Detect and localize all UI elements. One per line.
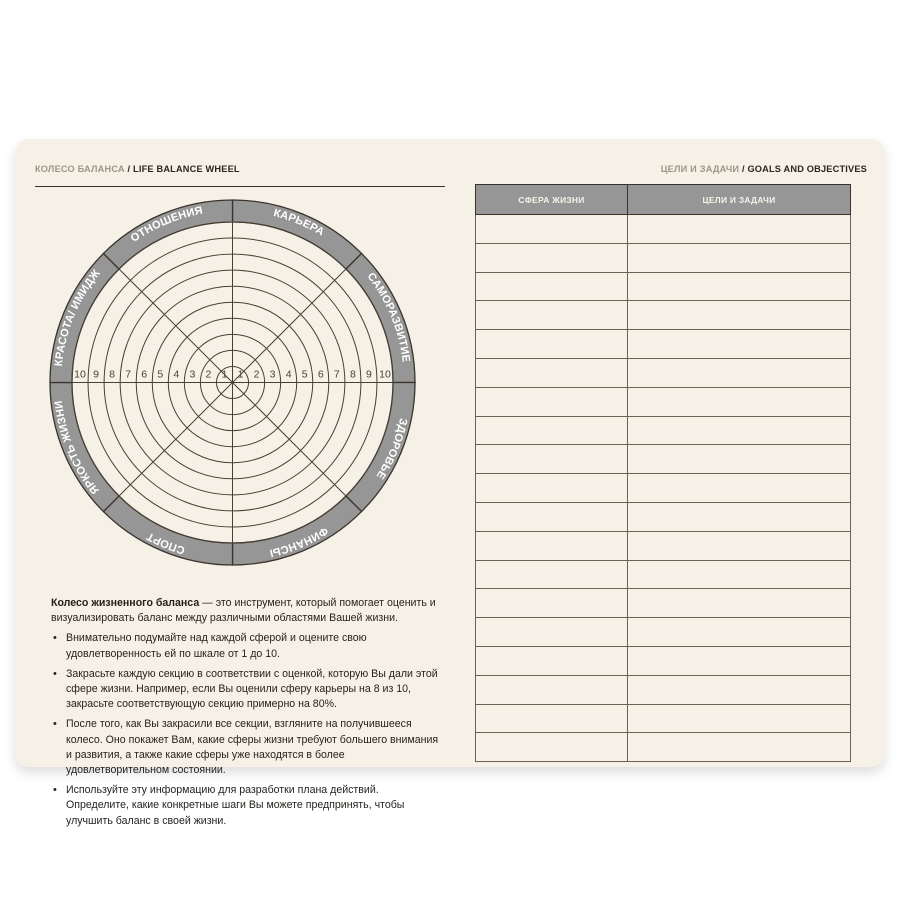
svg-text:9: 9 <box>366 369 372 381</box>
svg-text:9: 9 <box>93 369 99 381</box>
svg-text:6: 6 <box>141 369 147 381</box>
svg-text:1: 1 <box>222 369 228 381</box>
svg-text:ФИНАНСЫ: ФИНАНСЫ <box>268 524 330 559</box>
svg-text:3: 3 <box>189 369 195 381</box>
svg-text:6: 6 <box>318 369 324 381</box>
svg-text:ЯРКОСТЬ ЖИЗНИ: ЯРКОСТЬ ЖИЗНИ <box>53 400 102 496</box>
svg-text:2: 2 <box>205 369 211 381</box>
svg-text:8: 8 <box>350 369 356 381</box>
svg-text:САМОРАЗВИТИЕ: САМОРАЗВИТИЕ <box>365 271 412 363</box>
svg-text:8: 8 <box>109 369 115 381</box>
svg-text:7: 7 <box>125 369 131 381</box>
svg-text:2: 2 <box>254 369 260 381</box>
svg-text:СПОРТ: СПОРТ <box>145 530 186 556</box>
svg-text:3: 3 <box>270 369 276 381</box>
svg-text:10: 10 <box>74 369 86 381</box>
svg-text:10: 10 <box>379 369 391 381</box>
svg-text:5: 5 <box>157 369 163 381</box>
svg-text:4: 4 <box>173 369 179 381</box>
svg-text:ОТНОШЕНИЯ: ОТНОШЕНИЯ <box>129 205 204 245</box>
svg-text:КАРЬЕРА: КАРЬЕРА <box>272 207 326 239</box>
svg-text:КРАСОТА/ ИМИДЖ: КРАСОТА/ ИМИДЖ <box>53 267 103 366</box>
svg-text:5: 5 <box>302 369 308 381</box>
svg-text:7: 7 <box>334 369 340 381</box>
svg-text:ЗДОРОВЬЕ: ЗДОРОВЬЕ <box>374 417 410 481</box>
svg-text:1: 1 <box>238 369 244 381</box>
svg-text:4: 4 <box>286 369 292 381</box>
